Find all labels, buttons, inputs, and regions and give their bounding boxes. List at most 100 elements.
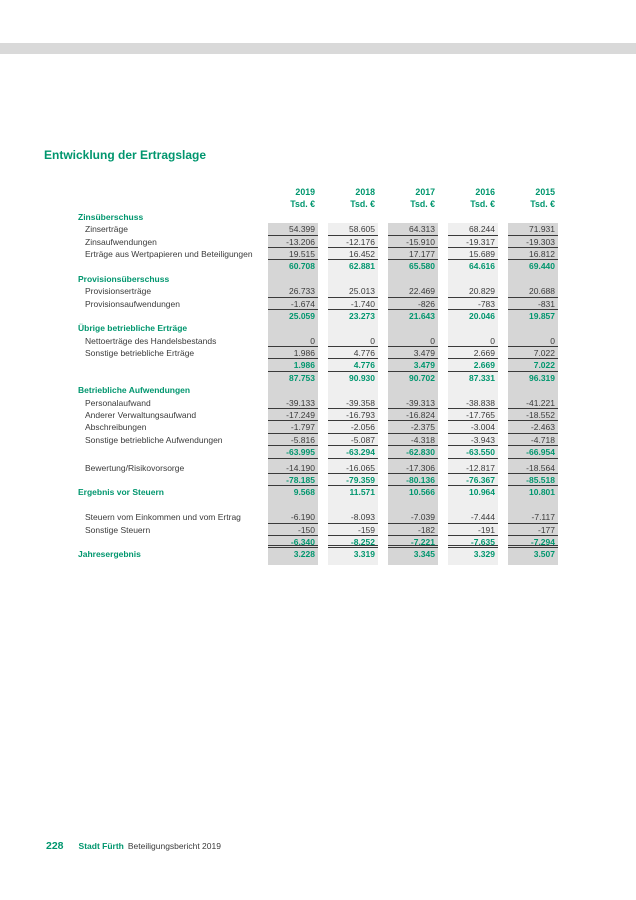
value-cell [268,322,318,334]
value-cell: 20.688 [508,285,558,298]
row-label: Sonstige betriebliche Erträge [85,348,195,359]
row-label [78,536,268,548]
column-stripe-2016 [448,223,498,565]
table-row: Abschreibungen -1.797 -2.056 -2.375 -3.004 -2… [78,421,562,434]
value-cell: 17.177 [388,248,438,261]
value-cell: -159 [328,524,378,536]
value-cell: 11.571 [349,487,375,498]
value-cell: 3.345 [413,549,435,560]
value-cell: -13.206 [268,236,318,248]
value-cell [328,211,378,223]
value-cell: 1.986 [268,359,318,372]
value-cell: Tsd. € [410,199,435,210]
table-row: Provisionsaufwendungen -1.674 -1.740 -826 -7… [78,298,562,310]
value-cell: -8.252 [328,536,378,549]
value-cell [448,384,498,396]
row-label: Abschreibungen [85,422,147,433]
spacer-row [78,499,562,511]
table-row: Ergebnis vor Steuern 9.568 11.571 10.566 10.… [78,486,562,498]
value-cell: -12.817 [448,462,498,474]
column-stripes [78,223,562,565]
value-cell: 16.452 [328,248,378,261]
value-cell: 25.013 [328,285,378,298]
table-row: -63.995 -63.294 -62.830 -63.550 -66.954 [78,446,562,459]
value-cell: -4.718 [508,434,558,447]
row-label [78,198,268,210]
value-cell: 20.829 [448,285,498,298]
value-cell: -783 [448,298,498,310]
table-row: Betriebliche Aufwendungen [78,384,562,396]
row-label: Zinsaufwendungen [85,236,157,247]
value-cell: -17.306 [388,462,438,474]
value-cell: 23.273 [349,310,375,321]
value-cell: -7.039 [388,511,438,524]
value-cell: 3.479 [388,359,438,372]
row-label: Ergebnis vor Steuern [78,487,164,498]
table-row: 87.753 90.930 90.702 87.331 96.319 [78,372,562,384]
value-cell: 9.568 [293,487,315,498]
value-cell: -19.317 [448,236,498,248]
row-label: Anderer Verwaltungsaufwand [85,410,197,421]
value-cell: -15.910 [388,236,438,248]
table-row: 25.059 23.273 21.643 20.046 19.857 [78,310,562,322]
column-stripe-2015 [508,223,558,565]
value-cell: 0 [268,335,318,348]
table-row: Jahresergebnis 3.228 3.319 3.345 3.329 3.507 [78,548,562,560]
value-cell: 3.319 [353,549,375,560]
value-cell: 54.399 [268,223,318,236]
value-cell: 2017 [415,187,435,197]
row-label: Erträge aus Wertpapieren und Beteiligung… [85,248,253,259]
value-cell: -18.552 [508,409,558,422]
value-cell: Tsd. € [290,199,315,210]
value-cell: 71.931 [508,223,558,236]
value-cell: -14.190 [268,462,318,474]
value-cell: 10.964 [469,487,495,498]
column-stripe-2019 [268,223,318,565]
row-label [78,359,268,371]
table-row: Steuern vom Einkommen und vom Ertrag -6.1… [78,511,562,524]
table-row: Übrige betriebliche Erträge [78,322,562,334]
value-cell: -3.004 [448,421,498,434]
value-cell: 7.022 [508,359,558,372]
value-cell [388,211,438,223]
value-cell: -3.943 [448,434,498,447]
table-row: 1.986 4.776 3.479 2.669 7.022 [78,359,562,372]
value-cell: Tsd. € [350,199,375,210]
value-cell: -16.793 [328,409,378,422]
row-label: Betriebliche Aufwendungen [78,385,191,396]
value-cell: 69.440 [529,261,555,272]
value-cell: -76.367 [448,474,498,487]
value-cell: -826 [388,298,438,310]
row-label: Sonstige betriebliche Aufwendungen [85,434,223,445]
value-cell [448,322,498,334]
row-label [78,446,268,458]
value-cell: 2019 [295,187,315,197]
table-row: Sonstige betriebliche Erträge 1.986 4.776 3… [78,347,562,360]
value-cell [508,273,558,285]
value-cell: -17.249 [268,409,318,422]
row-label: Jahresergebnis [78,549,141,560]
value-cell: 58.605 [328,223,378,236]
table-row: Bewertung/Risikovorsorge -14.190 -16.065 -1… [78,462,562,474]
value-cell: -16.065 [328,462,378,474]
value-cell: -66.954 [508,446,558,459]
row-label [78,310,268,322]
value-cell: -39.358 [328,397,378,410]
value-cell: -7.221 [388,536,438,549]
value-cell: -7.444 [448,511,498,524]
value-cell: 64.616 [469,261,495,272]
value-cell: -7.294 [508,536,558,549]
row-label: Steuern vom Einkommen und vom Ertrag [85,512,241,523]
value-cell: -17.765 [448,409,498,422]
table-row: Zinsüberschuss [78,211,562,223]
value-cell: 64.313 [388,223,438,236]
value-cell: -8.093 [328,511,378,524]
value-cell: -4.318 [388,434,438,447]
value-cell: 15.689 [448,248,498,261]
row-label: Nettoerträge des Handelsbestands [85,335,217,346]
row-label: Zinsüberschuss [78,211,144,222]
value-cell: -78.185 [268,474,318,487]
row-label: Bewertung/Risikovorsorge [85,462,185,473]
value-cell [508,211,558,223]
earnings-table: 2019 2018 2017 2016 2015 Tsd. € Tsd. € Tsd. € Ts… [78,186,562,565]
